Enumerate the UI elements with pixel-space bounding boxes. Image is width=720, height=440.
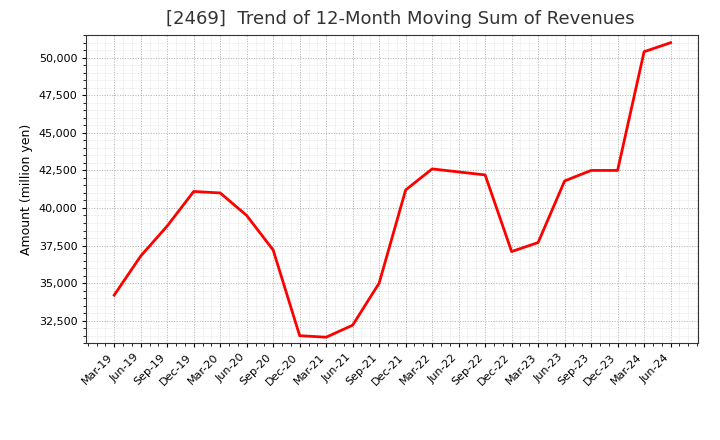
Text: [2469]  Trend of 12-Month Moving Sum of Revenues: [2469] Trend of 12-Month Moving Sum of R… <box>166 10 634 28</box>
Y-axis label: Amount (million yen): Amount (million yen) <box>20 124 33 255</box>
